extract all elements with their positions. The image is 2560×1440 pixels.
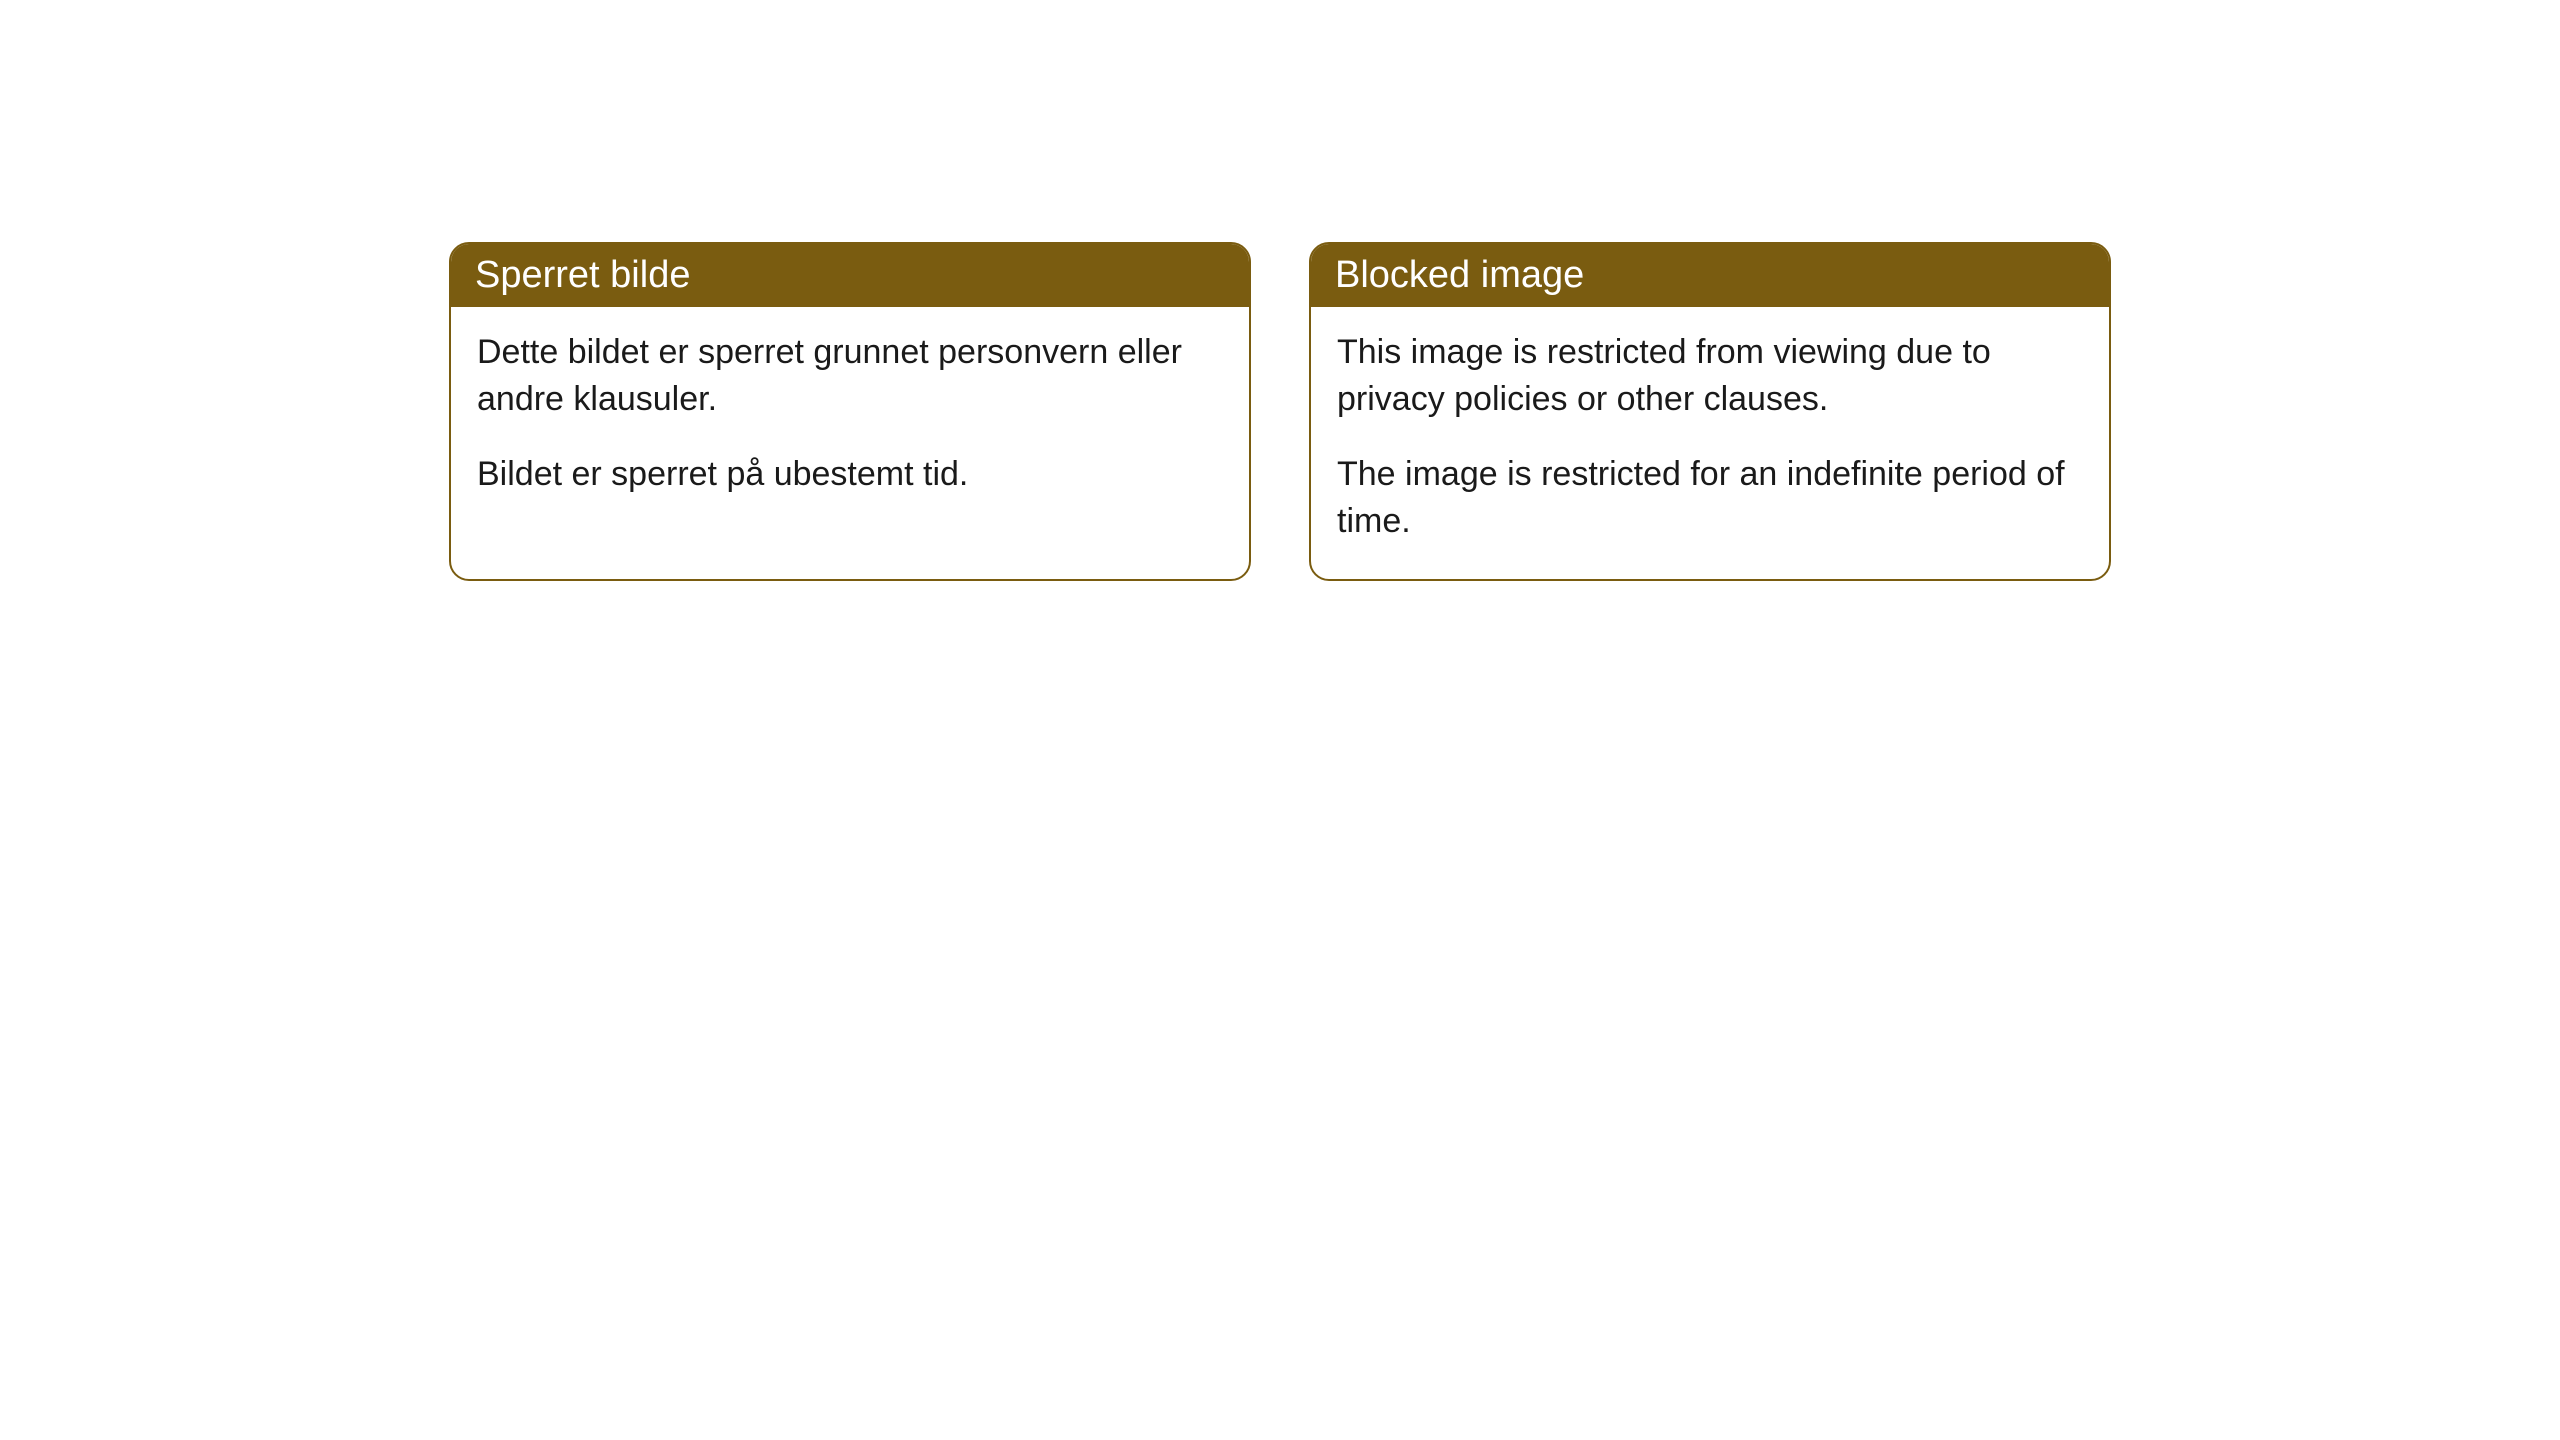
card-body-norwegian: Dette bildet er sperret grunnet personve… [451, 307, 1249, 532]
card-title: Blocked image [1335, 254, 1584, 296]
cards-container: Sperret bilde Dette bildet er sperret gr… [449, 242, 2111, 581]
card-paragraph-2: Bildet er sperret på ubestemt tid. [477, 451, 1223, 498]
card-title: Sperret bilde [475, 254, 690, 296]
card-body-english: This image is restricted from viewing du… [1311, 307, 2109, 579]
card-header-norwegian: Sperret bilde [451, 244, 1249, 307]
card-paragraph-1: Dette bildet er sperret grunnet personve… [477, 329, 1223, 423]
card-paragraph-2: The image is restricted for an indefinit… [1337, 451, 2083, 545]
card-norwegian: Sperret bilde Dette bildet er sperret gr… [449, 242, 1251, 581]
card-english: Blocked image This image is restricted f… [1309, 242, 2111, 581]
card-paragraph-1: This image is restricted from viewing du… [1337, 329, 2083, 423]
card-header-english: Blocked image [1311, 244, 2109, 307]
